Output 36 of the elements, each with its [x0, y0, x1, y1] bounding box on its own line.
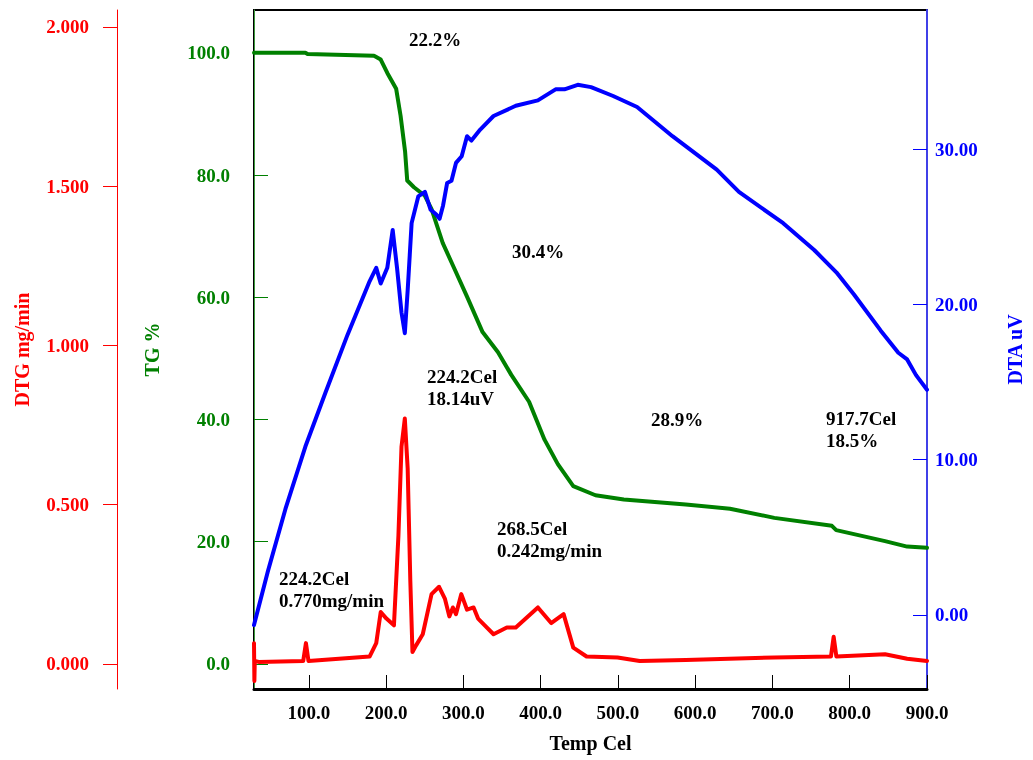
x-tick-label: 200.0 — [364, 702, 408, 723]
y2-tick-label: 0.00 — [935, 604, 969, 626]
x-tick-label: 700.0 — [751, 702, 794, 723]
y3-tick-label: 1.000 — [46, 334, 89, 356]
annotation: 917.7Cel 18.5% — [826, 407, 897, 451]
x-tick-label: 900.0 — [905, 702, 949, 723]
y3-tick-label: 1.500 — [46, 175, 89, 197]
x-tick-label: 500.0 — [596, 702, 640, 723]
x-tick-label: 100.0 — [287, 702, 331, 723]
y2-tick-label: 20.00 — [935, 293, 978, 315]
x-axis-title: Temp Cel — [549, 732, 632, 755]
x-tick-label: 300.0 — [442, 702, 485, 723]
x-tick-label: 400.0 — [519, 702, 563, 723]
y3-tick-label: 0.500 — [46, 494, 89, 516]
annotation: 30.4% — [512, 240, 565, 262]
y-tick-label: 20.0 — [196, 531, 230, 553]
y3-tick-label: 2.000 — [46, 16, 89, 38]
y-tick-label: 100.0 — [187, 42, 230, 64]
x-tick-label: 600.0 — [673, 702, 717, 723]
annotation: 268.5Cel 0.242mg/min — [497, 517, 603, 561]
y2-axis-title: DTA uV — [1004, 313, 1026, 385]
annotation: 224.2Cel 0.770mg/min — [279, 567, 385, 611]
y2-tick-label: 30.00 — [935, 138, 978, 160]
y2-tick-label: 10.00 — [935, 449, 978, 471]
annotation: 22.2% — [409, 28, 462, 50]
y-tick-label: 60.0 — [196, 286, 230, 308]
annotation: 224.2Cel 18.14uV — [427, 365, 498, 409]
y-tick-label: 0.0 — [206, 653, 230, 675]
y-tick-label: 80.0 — [196, 164, 230, 186]
annotation: 28.9% — [651, 408, 704, 430]
line-series — [252, 82, 929, 628]
y-tick-label: 40.0 — [196, 408, 230, 430]
x-tick-label: 800.0 — [828, 702, 872, 723]
y-axis-title: TG % — [141, 322, 163, 377]
y3-axis-title: DTG mg/min — [11, 292, 34, 407]
y3-tick-label: 0.000 — [46, 653, 89, 675]
